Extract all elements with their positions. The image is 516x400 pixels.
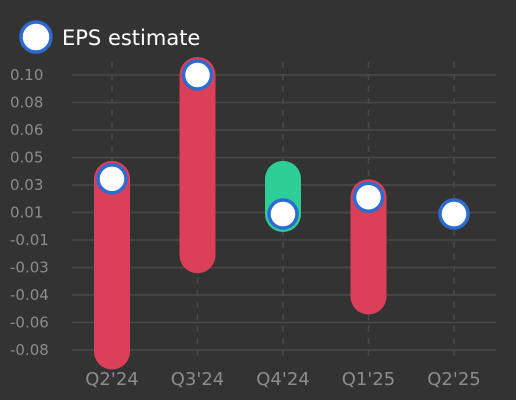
x-axis-labels: Q2'24 Q3'24 Q4'24 Q1'25 Q2'25 <box>85 369 480 390</box>
y-tick-label: 0.01 <box>10 204 43 222</box>
x-tick-label: Q3'24 <box>171 369 224 390</box>
estimate-point <box>184 61 212 89</box>
estimate-point <box>355 183 383 211</box>
y-tick-label: -0.06 <box>10 314 49 332</box>
y-tick-label: 0.08 <box>10 94 43 112</box>
y-tick-label: -0.03 <box>10 259 49 277</box>
estimate-point <box>440 200 468 228</box>
x-tick-label: Q2'25 <box>427 369 480 390</box>
y-axis-labels: 0.10 0.08 0.06 0.05 0.03 0.01 -0.01 -0.03 -0.04 -… <box>10 66 49 359</box>
estimate-point <box>269 200 297 228</box>
y-tick-label: -0.01 <box>10 231 49 249</box>
estimate-point <box>98 165 126 193</box>
y-tick-label: 0.06 <box>10 121 43 139</box>
x-tick-label: Q1'25 <box>342 369 395 390</box>
x-tick-label: Q2'24 <box>85 369 138 390</box>
legend-label: EPS estimate <box>62 26 200 50</box>
legend-estimate-marker <box>21 22 51 52</box>
legend: EPS estimate <box>21 22 200 52</box>
x-tick-label: Q4'24 <box>256 369 309 390</box>
y-tick-label: 0.03 <box>10 176 43 194</box>
y-tick-label: -0.08 <box>10 341 49 359</box>
y-tick-label: -0.04 <box>10 286 49 304</box>
y-tick-label: 0.05 <box>10 149 43 167</box>
y-tick-label: 0.10 <box>10 66 43 84</box>
